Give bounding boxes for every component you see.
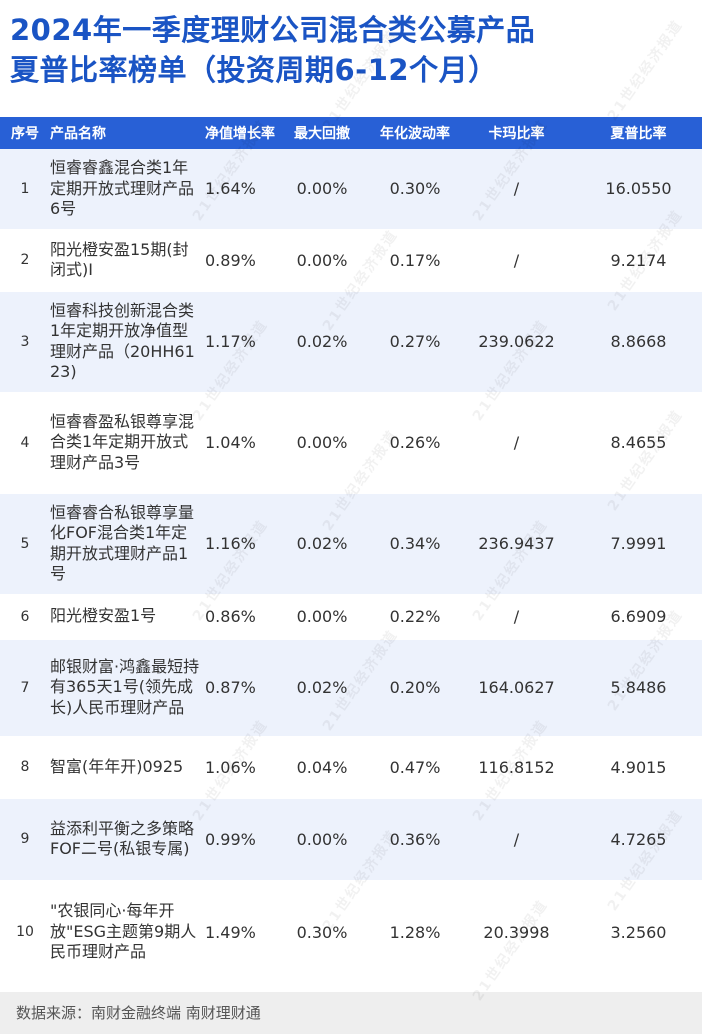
net-growth-rate-cell: 1.49% bbox=[205, 880, 272, 985]
source-text: 数据来源：南财金融终端 南财理财通 bbox=[16, 1004, 261, 1022]
header-sharpe-ratio: 夏普比率 bbox=[575, 117, 702, 149]
annual-volatility-cell: 0.36% bbox=[372, 798, 458, 881]
sharpe-ratio-cell: 8.4655 bbox=[575, 392, 702, 494]
net-growth-rate-cell: 0.87% bbox=[205, 639, 272, 737]
annual-volatility-cell: 0.17% bbox=[372, 229, 458, 292]
header-product-name: 产品名称 bbox=[50, 117, 205, 149]
sharpe-ratio-cell: 8.8668 bbox=[575, 291, 702, 393]
row-index-cell: 3 bbox=[0, 291, 50, 393]
table-header-row: 序号 产品名称 净值增长率 最大回撤 年化波动率 卡玛比率 夏普比率 bbox=[0, 117, 702, 149]
product-name-cell: 益添利平衡之多策略FOF二号(私银专属) bbox=[50, 798, 205, 881]
header-annual-volatility: 年化波动率 bbox=[372, 117, 458, 149]
annual-volatility-cell: 0.34% bbox=[372, 493, 458, 595]
table-row: 7 邮银财富·鸿鑫最短持有365天1号(领先成长)人民币理财产品 0.87% 0.02… bbox=[0, 639, 702, 737]
annual-volatility-cell: 0.22% bbox=[372, 594, 458, 640]
header-index: 序号 bbox=[0, 117, 50, 149]
table-row: 4 恒睿睿盈私银尊享混合类1年定期开放式理财产品3号 1.04% 0.00% 0.26%… bbox=[0, 392, 702, 494]
sharpe-ratio-cell: 9.2174 bbox=[575, 229, 702, 292]
net-growth-rate-cell: 1.64% bbox=[205, 149, 272, 230]
max-drawdown-cell: 0.00% bbox=[272, 392, 372, 494]
row-index-cell: 10 bbox=[0, 880, 50, 985]
title-line-1: 2024年一季度理财公司混合类公募产品 bbox=[10, 13, 536, 47]
product-name-cell: "农银同心·每年开放"ESG主题第9期人民币理财产品 bbox=[50, 880, 205, 985]
row-index-cell: 9 bbox=[0, 798, 50, 881]
calmar-ratio-cell: / bbox=[458, 798, 575, 881]
annual-volatility-cell: 0.30% bbox=[372, 149, 458, 230]
title-line-2: 夏普比率榜单（投资周期6-12个月） bbox=[10, 53, 498, 87]
calmar-ratio-cell: / bbox=[458, 149, 575, 230]
header-calmar-ratio: 卡玛比率 bbox=[458, 117, 575, 149]
header-max-drawdown: 最大回撤 bbox=[272, 117, 372, 149]
max-drawdown-cell: 0.04% bbox=[272, 736, 372, 799]
calmar-ratio-cell: / bbox=[458, 594, 575, 640]
calmar-ratio-cell: / bbox=[458, 229, 575, 292]
calmar-ratio-cell: 239.0622 bbox=[458, 291, 575, 393]
calmar-ratio-cell: 20.3998 bbox=[458, 880, 575, 985]
net-growth-rate-cell: 1.04% bbox=[205, 392, 272, 494]
table-row: 9 益添利平衡之多策略FOF二号(私银专属) 0.99% 0.00% 0.36%/4.7… bbox=[0, 798, 702, 881]
annual-volatility-cell: 0.20% bbox=[372, 639, 458, 737]
table-row: 1 恒睿睿鑫混合类1年定期开放式理财产品6号 1.64% 0.00% 0.30%/16.… bbox=[0, 149, 702, 230]
calmar-ratio-cell: 236.9437 bbox=[458, 493, 575, 595]
product-name-cell: 恒睿睿合私银尊享量化FOF混合类1年定期开放式理财产品1号 bbox=[50, 493, 205, 595]
max-drawdown-cell: 0.02% bbox=[272, 291, 372, 393]
annual-volatility-cell: 1.28% bbox=[372, 880, 458, 985]
sharpe-ratio-cell: 4.7265 bbox=[575, 798, 702, 881]
max-drawdown-cell: 0.00% bbox=[272, 594, 372, 640]
max-drawdown-cell: 0.02% bbox=[272, 493, 372, 595]
row-index-cell: 6 bbox=[0, 594, 50, 640]
annual-volatility-cell: 0.27% bbox=[372, 291, 458, 393]
row-index-cell: 2 bbox=[0, 229, 50, 292]
row-index-cell: 5 bbox=[0, 493, 50, 595]
table-body: 1 恒睿睿鑫混合类1年定期开放式理财产品6号 1.64% 0.00% 0.30%/16.… bbox=[0, 149, 702, 985]
table-row: 6 阳光橙安盈1号 0.86% 0.00% 0.22%/6.6909 bbox=[0, 594, 702, 640]
max-drawdown-cell: 0.02% bbox=[272, 639, 372, 737]
row-index-cell: 8 bbox=[0, 736, 50, 799]
footer-source: 数据来源：南财金融终端 南财理财通 bbox=[0, 992, 702, 1034]
calmar-ratio-cell: 116.8152 bbox=[458, 736, 575, 799]
product-name-cell: 恒睿睿盈私银尊享混合类1年定期开放式理财产品3号 bbox=[50, 392, 205, 494]
ranking-table-container: 序号 产品名称 净值增长率 最大回撤 年化波动率 卡玛比率 夏普比率 1 恒睿睿鑫… bbox=[0, 117, 702, 985]
calmar-ratio-cell: / bbox=[458, 392, 575, 494]
row-index-cell: 1 bbox=[0, 149, 50, 230]
net-growth-rate-cell: 0.89% bbox=[205, 229, 272, 292]
net-growth-rate-cell: 0.99% bbox=[205, 798, 272, 881]
calmar-ratio-cell: 164.0627 bbox=[458, 639, 575, 737]
net-growth-rate-cell: 0.86% bbox=[205, 594, 272, 640]
table-row: 5 恒睿睿合私银尊享量化FOF混合类1年定期开放式理财产品1号 1.16% 0.02%… bbox=[0, 493, 702, 595]
page-title: 2024年一季度理财公司混合类公募产品 夏普比率榜单（投资周期6-12个月） bbox=[10, 10, 700, 90]
table-row: 10 "农银同心·每年开放"ESG主题第9期人民币理财产品 1.49% 0.30% 1.… bbox=[0, 880, 702, 985]
max-drawdown-cell: 0.30% bbox=[272, 880, 372, 985]
product-name-cell: 恒睿科技创新混合类1年定期开放净值型理财产品（20HH6123) bbox=[50, 291, 205, 393]
max-drawdown-cell: 0.00% bbox=[272, 229, 372, 292]
product-name-cell: 智富(年年开)0925 bbox=[50, 736, 205, 799]
product-name-cell: 阳光橙安盈1号 bbox=[50, 594, 205, 640]
sharpe-ratio-cell: 5.8486 bbox=[575, 639, 702, 737]
max-drawdown-cell: 0.00% bbox=[272, 798, 372, 881]
net-growth-rate-cell: 1.16% bbox=[205, 493, 272, 595]
max-drawdown-cell: 0.00% bbox=[272, 149, 372, 230]
product-name-cell: 阳光橙安盈15期(封闭式)I bbox=[50, 229, 205, 292]
header-net-growth: 净值增长率 bbox=[205, 117, 275, 149]
ranking-table: 序号 产品名称 净值增长率 最大回撤 年化波动率 卡玛比率 夏普比率 1 恒睿睿鑫… bbox=[0, 117, 702, 985]
net-growth-rate-cell: 1.06% bbox=[205, 736, 272, 799]
sharpe-ratio-cell: 3.2560 bbox=[575, 880, 702, 985]
net-growth-rate-cell: 1.17% bbox=[205, 291, 272, 393]
sharpe-ratio-cell: 4.9015 bbox=[575, 736, 702, 799]
row-index-cell: 4 bbox=[0, 392, 50, 494]
annual-volatility-cell: 0.47% bbox=[372, 736, 458, 799]
sharpe-ratio-cell: 7.9991 bbox=[575, 493, 702, 595]
table-row: 8 智富(年年开)0925 1.06% 0.04% 0.47% 116.8152 4.901… bbox=[0, 736, 702, 799]
table-row: 3 恒睿科技创新混合类1年定期开放净值型理财产品（20HH6123) 1.17% 0.… bbox=[0, 291, 702, 393]
table-row: 2 阳光橙安盈15期(封闭式)I 0.89% 0.00% 0.17%/9.2174 bbox=[0, 229, 702, 292]
annual-volatility-cell: 0.26% bbox=[372, 392, 458, 494]
product-name-cell: 恒睿睿鑫混合类1年定期开放式理财产品6号 bbox=[50, 149, 205, 230]
row-index-cell: 7 bbox=[0, 639, 50, 737]
product-name-cell: 邮银财富·鸿鑫最短持有365天1号(领先成长)人民币理财产品 bbox=[50, 639, 205, 737]
sharpe-ratio-cell: 6.6909 bbox=[575, 594, 702, 640]
sharpe-ratio-cell: 16.0550 bbox=[575, 149, 702, 230]
